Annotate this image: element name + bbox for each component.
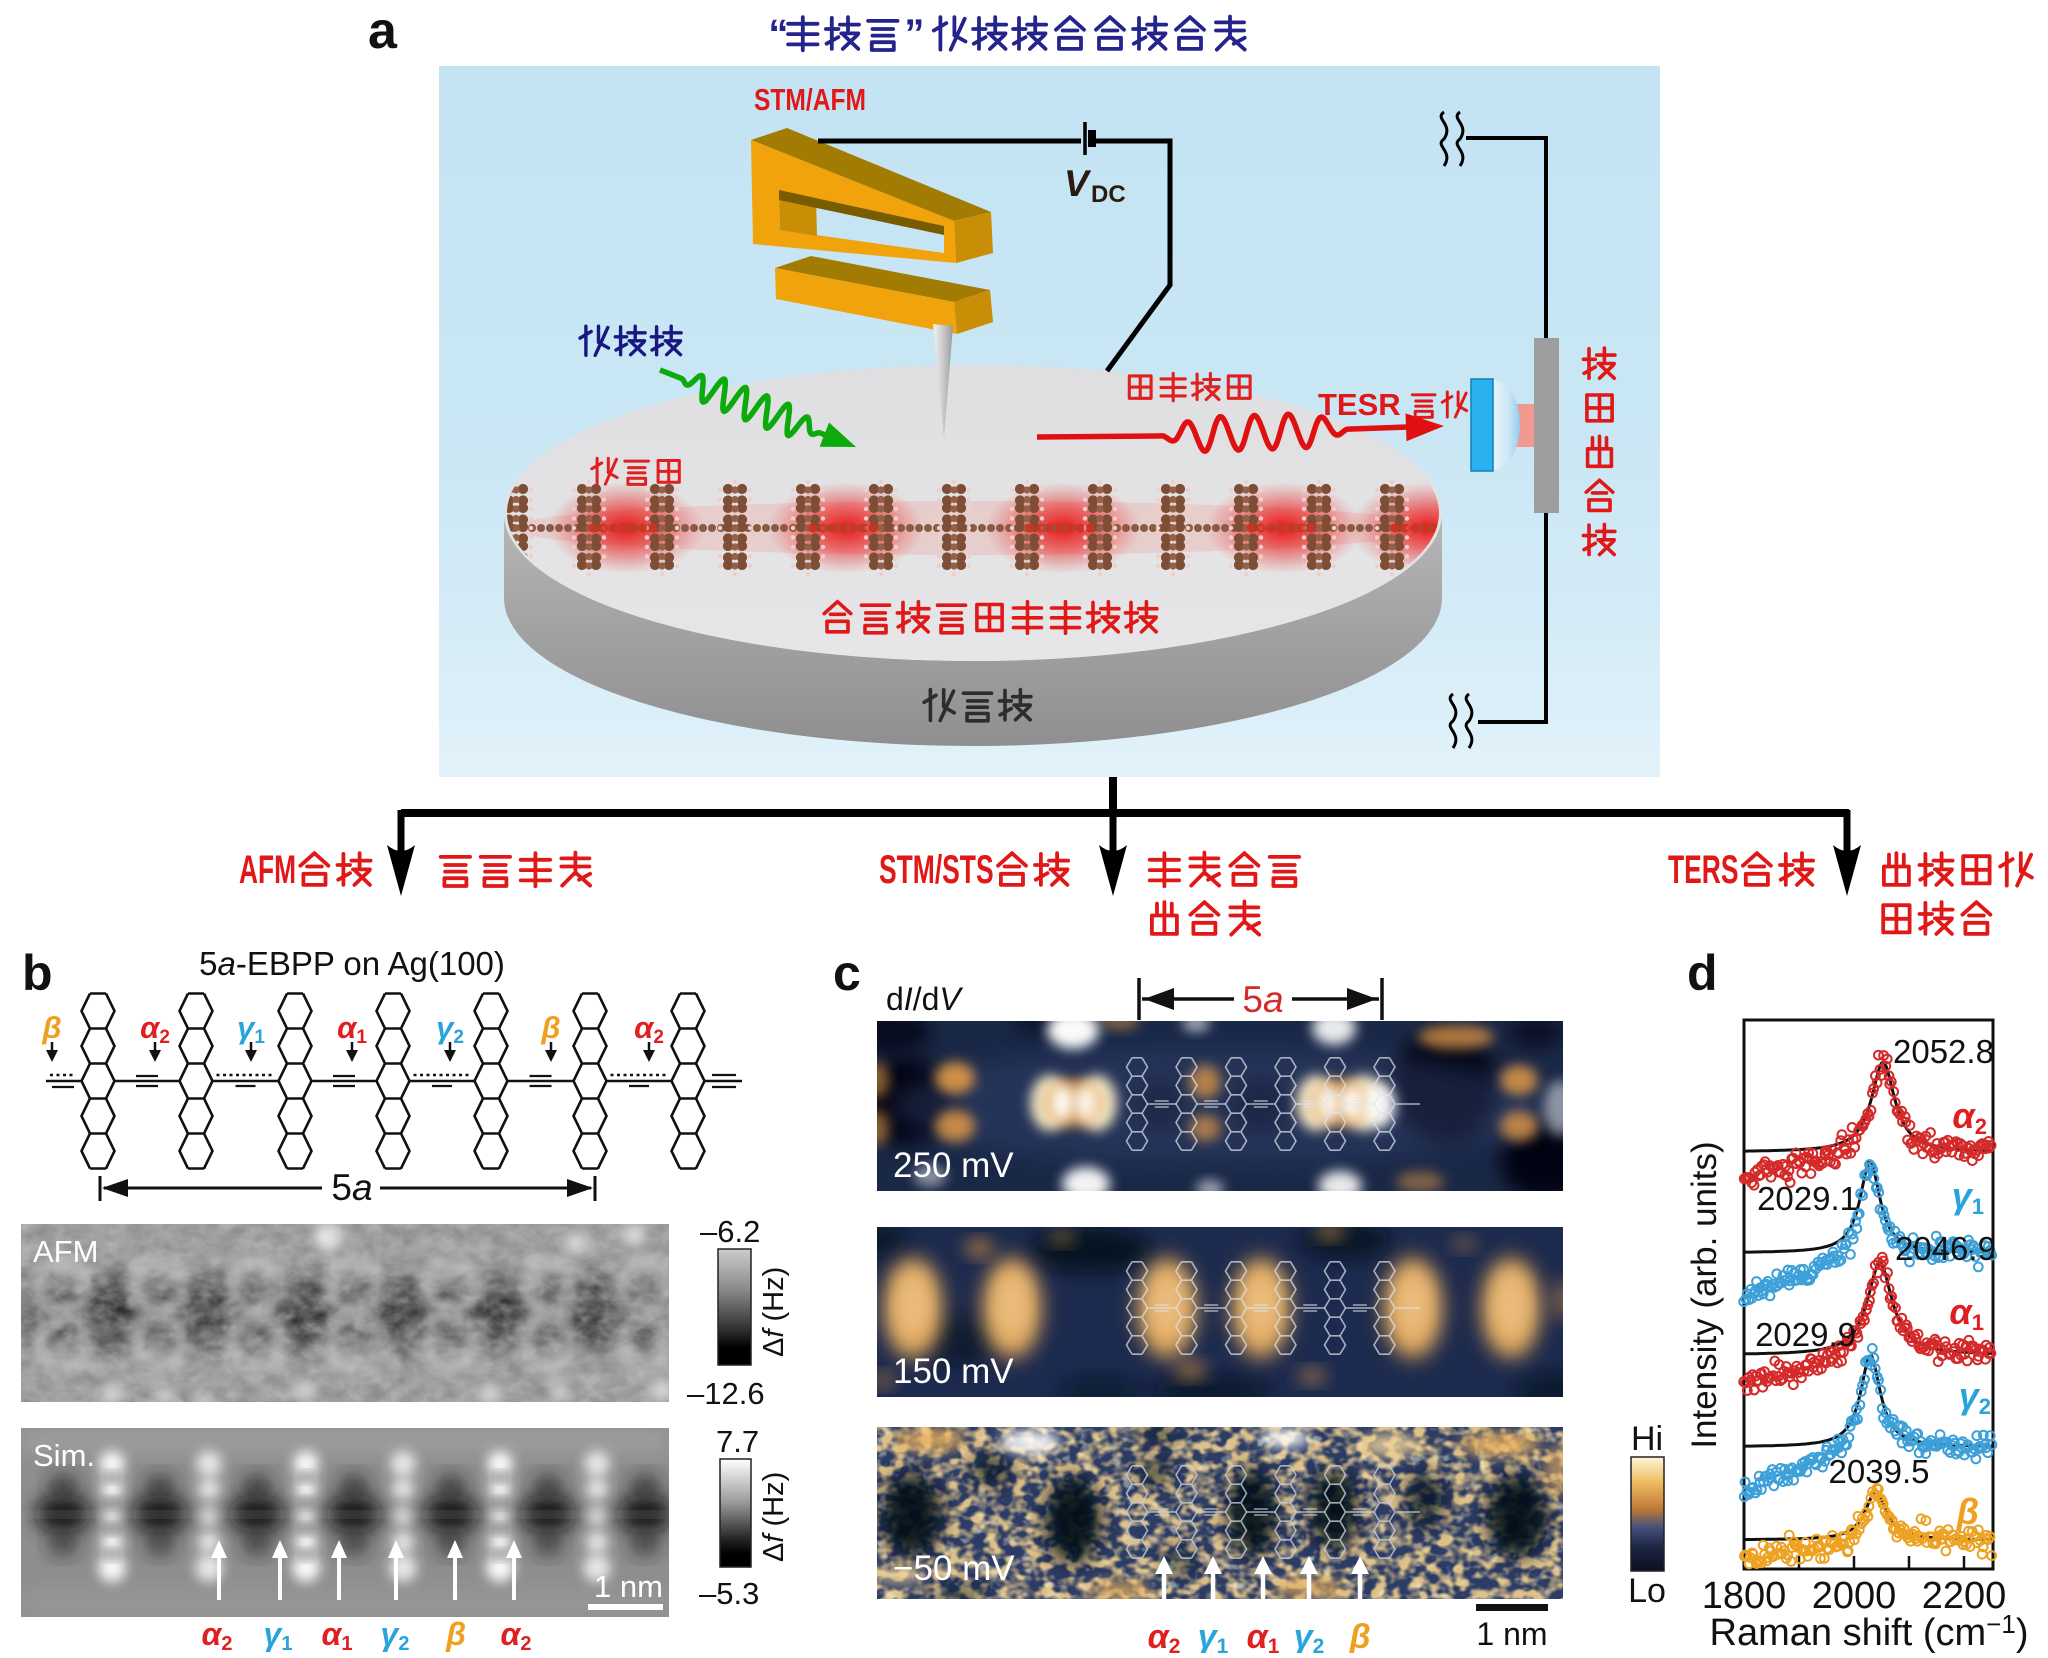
svg-text:α1: α1: [322, 1616, 353, 1653]
svg-text:–5.3: –5.3: [699, 1576, 759, 1611]
svg-text:Intensity (arb. units): Intensity (arb. units): [1685, 1141, 1724, 1448]
svg-text:2029.9: 2029.9: [1755, 1316, 1856, 1353]
svg-text:β: β: [445, 1616, 466, 1652]
svg-text:c: c: [833, 945, 861, 1001]
svg-text:β: β: [540, 1010, 560, 1045]
svg-text:γ1: γ1: [264, 1616, 293, 1653]
svg-text:TERS: TERS: [1668, 848, 1739, 892]
svg-text:“: “: [768, 12, 788, 56]
svg-text:d: d: [1687, 945, 1718, 1001]
svg-text:γ2: γ2: [1294, 1618, 1325, 1653]
svg-text:2052.8: 2052.8: [1893, 1033, 1994, 1070]
svg-text:2029.1: 2029.1: [1757, 1180, 1858, 1217]
svg-text:γ2: γ2: [381, 1616, 410, 1653]
svg-text:1 nm: 1 nm: [1476, 1616, 1547, 1652]
svg-text:α1: α1: [1247, 1618, 1280, 1653]
svg-text:AFM: AFM: [239, 848, 296, 892]
svg-text:−50 mV: −50 mV: [893, 1549, 1015, 1588]
svg-text:β: β: [41, 1010, 61, 1045]
svg-text:β: β: [1956, 1491, 1979, 1532]
svg-text:STM/AFM: STM/AFM: [754, 82, 866, 117]
svg-text:STM/STS: STM/STS: [879, 848, 994, 892]
svg-text:Hi: Hi: [1631, 1420, 1663, 1458]
svg-text:2000: 2000: [1812, 1575, 1897, 1617]
svg-text:α2: α2: [1952, 1095, 1987, 1139]
svg-text:b: b: [22, 945, 53, 1001]
svg-text:γ1: γ1: [1198, 1618, 1229, 1653]
svg-text:1 nm: 1 nm: [594, 1569, 663, 1604]
svg-text:TESR: TESR: [1318, 387, 1409, 422]
svg-text:DC: DC: [1091, 181, 1126, 208]
svg-text:β: β: [1348, 1618, 1370, 1653]
svg-text:Δf (Hz): Δf (Hz): [758, 1472, 790, 1562]
svg-text:V: V: [1064, 163, 1092, 204]
svg-text:2046.9: 2046.9: [1895, 1230, 1996, 1267]
svg-text:7.7: 7.7: [716, 1424, 759, 1459]
svg-text:5a: 5a: [1242, 979, 1283, 1020]
svg-text:150 mV: 150 mV: [893, 1352, 1014, 1391]
svg-text:Raman shift (cm−1): Raman shift (cm−1): [1710, 1609, 2029, 1653]
svg-text:AFM: AFM: [33, 1234, 98, 1269]
svg-text:a: a: [368, 2, 398, 60]
svg-text:α2: α2: [202, 1616, 233, 1653]
svg-text:α2: α2: [1148, 1618, 1181, 1653]
svg-text:2039.5: 2039.5: [1829, 1453, 1930, 1490]
svg-text:–12.6: –12.6: [687, 1376, 765, 1411]
svg-text:”: ”: [904, 12, 935, 56]
svg-text:5a: 5a: [331, 1167, 372, 1208]
svg-text:250 mV: 250 mV: [893, 1146, 1014, 1185]
svg-text:2200: 2200: [1922, 1575, 2007, 1617]
svg-text:Lo: Lo: [1628, 1572, 1666, 1610]
svg-text:5a-EBPP on Ag(100): 5a-EBPP on Ag(100): [199, 945, 505, 982]
svg-text:–6.2: –6.2: [700, 1214, 760, 1249]
svg-text:Δf (Hz): Δf (Hz): [758, 1267, 790, 1357]
svg-text:dI/dV: dI/dV: [886, 981, 963, 1017]
svg-text:1800: 1800: [1702, 1575, 1787, 1617]
svg-text:α2: α2: [501, 1616, 532, 1653]
svg-text:Sim.: Sim.: [33, 1438, 95, 1473]
